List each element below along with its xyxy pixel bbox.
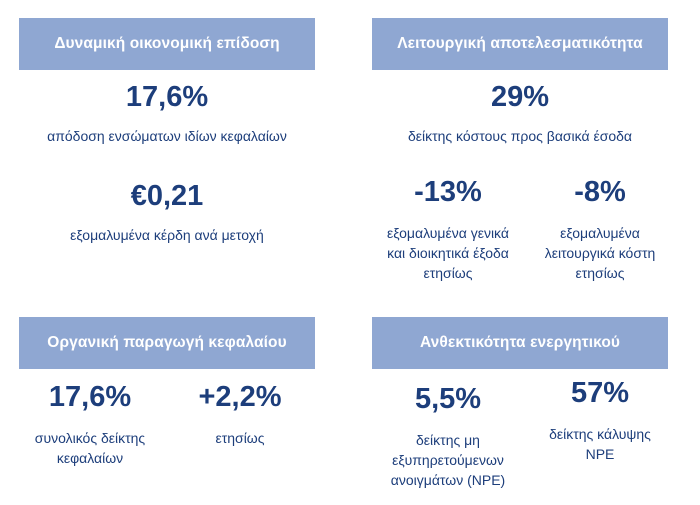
metric-label-line: και διοικητικά έξοδα <box>387 245 509 261</box>
metric-label-line: ανοιγμάτων (NPE) <box>390 472 506 488</box>
metric-label: εξομαλυμένα κέρδη ανά μετοχή <box>19 225 315 245</box>
section-header-asset-resilience: Ανθεκτικότητα ενεργητικού <box>372 317 668 369</box>
metric-value: -8% <box>574 176 626 208</box>
metric-total-capital-ratio: 17,6% συνολικός δείκτης κεφαλαίων <box>10 380 170 468</box>
metric-label-line: δείκτης μη <box>416 432 480 448</box>
metric-value: €0,21 <box>130 180 204 212</box>
metric-ga-expenses: -13% εξομαλυμένα γενικά και διοικητικά έ… <box>372 175 524 283</box>
section-header-operational-efficiency: Λειτουργική αποτελεσματικότητα <box>372 18 668 70</box>
metric-label-line: δείκτης κόστους προς βασικά έσοδα <box>407 128 633 144</box>
metric-label-line: ετησίως <box>215 430 265 446</box>
metric-value: 17,6% <box>125 81 209 113</box>
metric-label-line: δείκτης κάλυψης <box>549 426 651 442</box>
metric-value: 5,5% <box>414 383 482 415</box>
metric-label: απόδοση ενσώματων ιδίων κεφαλαίων <box>19 126 315 146</box>
metric-annual-capital-change: +2,2% ετησίως <box>165 380 315 448</box>
metric-value: -13% <box>414 176 482 208</box>
metric-label-line: απόδοση ενσώματων ιδίων κεφαλαίων <box>47 128 287 144</box>
metric-operating-costs: -8% εξομαλυμένα λειτουργικά κόστη ετησίω… <box>525 175 675 283</box>
section-header-organic-capital: Οργανική παραγωγή κεφαλαίου <box>19 317 315 369</box>
metric-value: 57% <box>570 377 630 409</box>
metric-eps: €0,21 εξομαλυμένα κέρδη ανά μετοχή <box>19 179 315 245</box>
metric-label-line: ετησίως <box>575 265 625 281</box>
metric-rote: 17,6% απόδοση ενσώματων ιδίων κεφαλαίων <box>19 80 315 146</box>
metric-label-line: συνολικός δείκτης <box>34 430 146 446</box>
metric-label-line: λειτουργικά κόστη <box>544 245 656 261</box>
metric-label: δείκτης μη εξυπηρετούμενων ανοιγμάτων (N… <box>372 430 524 490</box>
metric-npe-coverage: 57% δείκτης κάλυψης NPE <box>525 376 675 464</box>
metric-label-line: NPE <box>585 446 615 462</box>
metric-label: ετησίως <box>165 428 315 448</box>
metric-value: 29% <box>490 81 550 113</box>
metric-label-line: ετησίως <box>423 265 473 281</box>
metric-label-line: εξομαλυμένα γενικά <box>387 225 509 241</box>
metric-label-line: εξυπηρετούμενων <box>392 452 504 468</box>
metric-label-line: κεφαλαίων <box>56 450 124 466</box>
section-header-financial-performance: Δυναμική οικονομική επίδοση <box>19 18 315 70</box>
metric-cost-income: 29% δείκτης κόστους προς βασικά έσοδα <box>372 80 668 146</box>
metric-label: συνολικός δείκτης κεφαλαίων <box>10 428 170 468</box>
metric-value: 17,6% <box>48 381 132 413</box>
metric-npe-ratio: 5,5% δείκτης μη εξυπηρετούμενων ανοιγμάτ… <box>372 382 524 490</box>
metric-label: δείκτης κόστους προς βασικά έσοδα <box>372 126 668 146</box>
metric-label: δείκτης κάλυψης NPE <box>525 424 675 464</box>
metric-label-line: εξομαλυμένα κέρδη ανά μετοχή <box>70 227 264 243</box>
metric-label: εξομαλυμένα γενικά και διοικητικά έξοδα … <box>372 223 524 283</box>
metric-label-line: εξομαλυμένα <box>560 225 640 241</box>
metric-label: εξομαλυμένα λειτουργικά κόστη ετησίως <box>525 223 675 283</box>
metric-value: +2,2% <box>198 381 282 413</box>
